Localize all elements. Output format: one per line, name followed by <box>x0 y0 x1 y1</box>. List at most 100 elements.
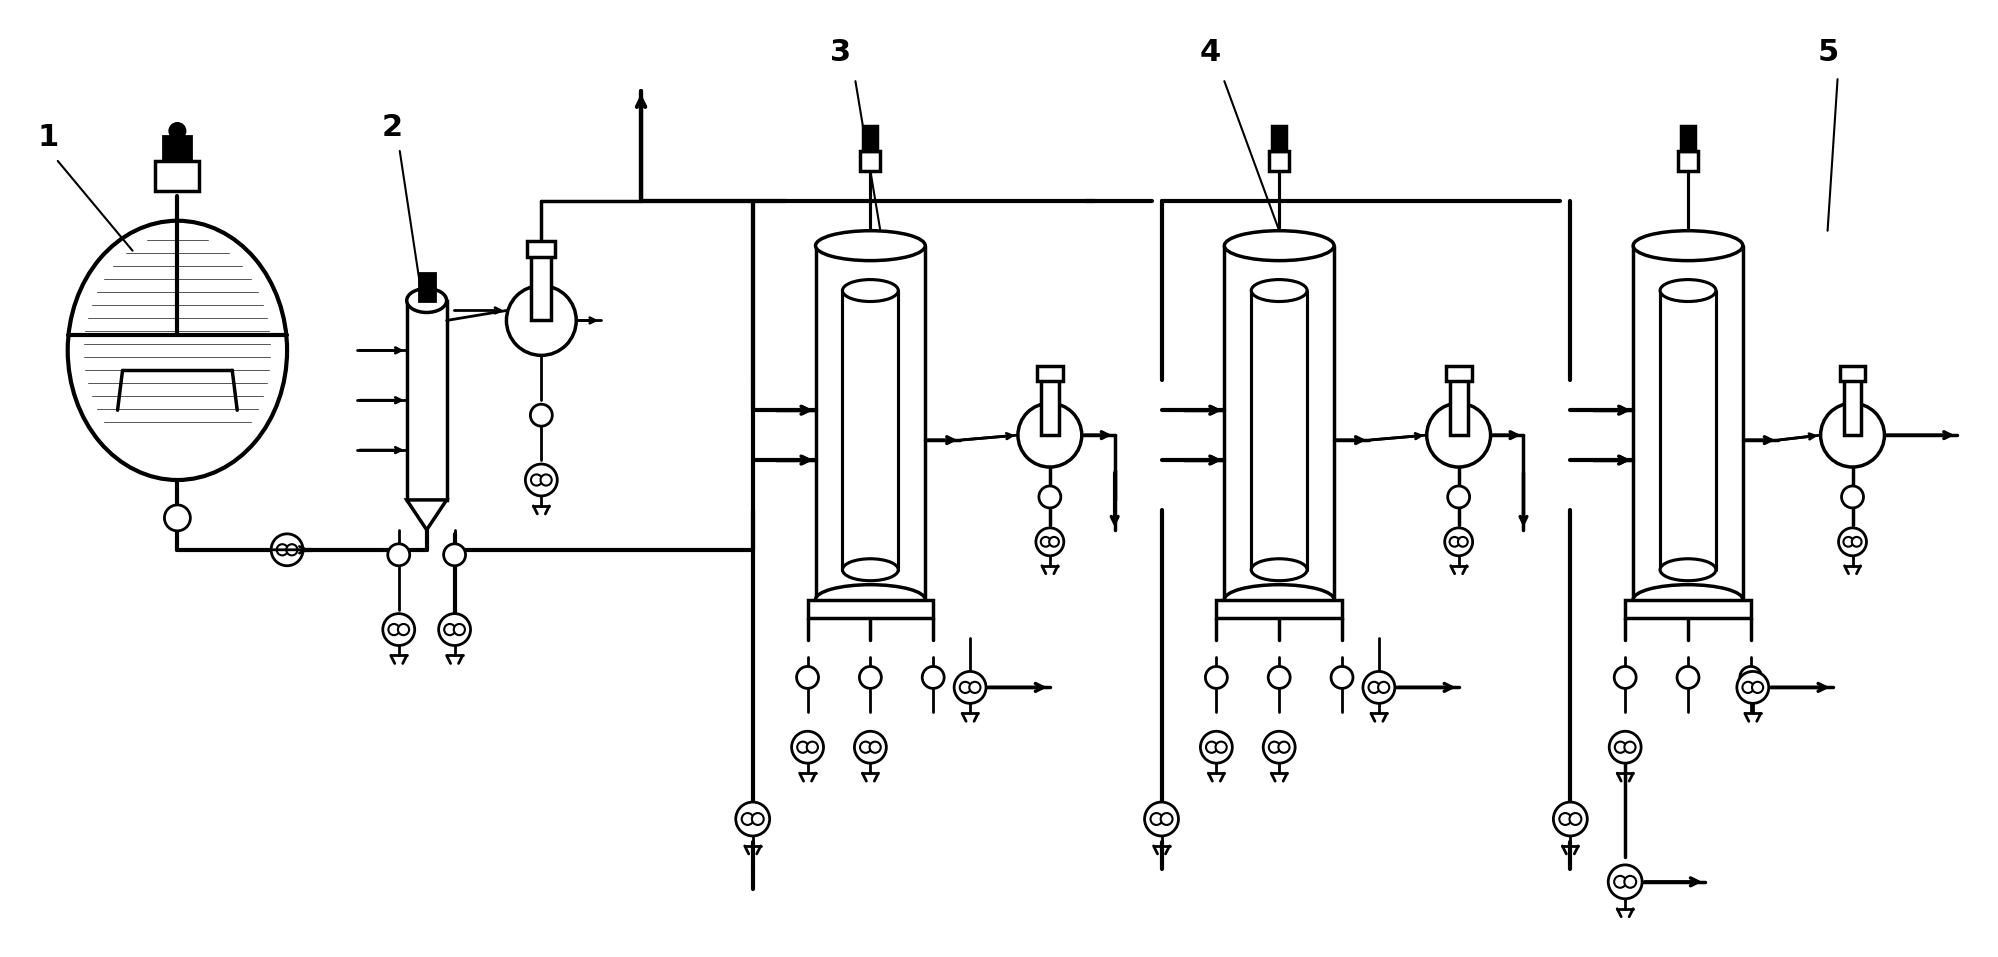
Circle shape <box>791 731 823 763</box>
Circle shape <box>959 681 971 693</box>
Circle shape <box>1614 876 1626 888</box>
Circle shape <box>859 666 881 688</box>
Circle shape <box>797 742 809 753</box>
Circle shape <box>751 813 763 825</box>
Circle shape <box>525 464 557 496</box>
Circle shape <box>276 545 288 555</box>
Bar <box>420 273 436 300</box>
Bar <box>408 300 448 500</box>
Circle shape <box>1379 681 1389 693</box>
Circle shape <box>531 475 541 485</box>
Circle shape <box>384 613 416 646</box>
Circle shape <box>1838 528 1866 556</box>
Circle shape <box>807 742 817 753</box>
Circle shape <box>529 404 551 426</box>
Circle shape <box>923 666 945 688</box>
Circle shape <box>855 731 887 763</box>
Circle shape <box>1449 486 1471 508</box>
Ellipse shape <box>815 585 925 614</box>
Circle shape <box>1207 742 1217 753</box>
Bar <box>861 151 881 171</box>
Ellipse shape <box>68 221 288 480</box>
Ellipse shape <box>1251 279 1307 301</box>
Text: 3: 3 <box>831 38 851 67</box>
Circle shape <box>1215 742 1227 753</box>
Circle shape <box>388 544 410 566</box>
Ellipse shape <box>815 231 925 260</box>
Bar <box>1451 380 1469 435</box>
Circle shape <box>1017 403 1081 467</box>
Circle shape <box>1608 731 1640 763</box>
Circle shape <box>735 802 769 836</box>
Circle shape <box>1363 672 1395 703</box>
Circle shape <box>444 544 466 566</box>
Circle shape <box>454 624 466 635</box>
Circle shape <box>1614 742 1626 753</box>
Circle shape <box>1049 537 1059 546</box>
Circle shape <box>388 624 400 635</box>
Ellipse shape <box>1632 231 1742 260</box>
Bar <box>1269 151 1289 171</box>
Circle shape <box>859 742 871 753</box>
Bar <box>1447 367 1473 381</box>
Circle shape <box>170 123 186 139</box>
Circle shape <box>1558 813 1570 825</box>
Circle shape <box>440 613 472 646</box>
Circle shape <box>164 505 190 531</box>
Circle shape <box>1614 666 1636 688</box>
Circle shape <box>541 475 551 485</box>
Ellipse shape <box>843 559 899 581</box>
Circle shape <box>1740 666 1762 688</box>
Circle shape <box>272 534 304 566</box>
Circle shape <box>1752 681 1762 693</box>
Bar <box>164 136 192 161</box>
Bar <box>1678 151 1698 171</box>
Ellipse shape <box>1225 585 1335 614</box>
Circle shape <box>1279 742 1289 753</box>
Circle shape <box>955 672 987 703</box>
Bar <box>1680 126 1694 151</box>
Circle shape <box>1331 666 1353 688</box>
Circle shape <box>1269 666 1291 688</box>
Ellipse shape <box>1225 231 1335 260</box>
Circle shape <box>741 813 753 825</box>
Bar <box>1273 126 1287 151</box>
Circle shape <box>1445 528 1473 556</box>
Circle shape <box>505 285 575 355</box>
Circle shape <box>1844 537 1854 546</box>
Circle shape <box>1451 537 1459 546</box>
Bar <box>527 241 555 256</box>
Circle shape <box>1736 672 1768 703</box>
Bar <box>1624 600 1750 617</box>
Circle shape <box>444 624 456 635</box>
Circle shape <box>286 545 298 555</box>
Ellipse shape <box>408 289 448 313</box>
Bar <box>1840 367 1866 381</box>
Circle shape <box>797 666 819 688</box>
Circle shape <box>1624 876 1636 888</box>
Bar <box>1844 380 1862 435</box>
Polygon shape <box>408 500 448 530</box>
Circle shape <box>1263 731 1295 763</box>
Circle shape <box>1459 537 1469 546</box>
Text: 4: 4 <box>1199 38 1221 67</box>
Circle shape <box>1742 681 1754 693</box>
Ellipse shape <box>843 279 899 301</box>
Circle shape <box>1608 865 1642 899</box>
Circle shape <box>1035 528 1063 556</box>
Circle shape <box>869 742 881 753</box>
Ellipse shape <box>1632 585 1742 614</box>
Circle shape <box>1842 486 1864 508</box>
Text: 2: 2 <box>382 113 404 142</box>
Circle shape <box>1852 537 1862 546</box>
Bar <box>1217 600 1343 617</box>
Text: 1: 1 <box>38 122 60 152</box>
Circle shape <box>1427 403 1491 467</box>
Bar <box>531 256 551 321</box>
Ellipse shape <box>1660 559 1716 581</box>
Bar <box>807 600 933 617</box>
Circle shape <box>1151 813 1163 825</box>
Circle shape <box>1205 666 1227 688</box>
Bar <box>863 126 877 151</box>
Circle shape <box>1624 742 1636 753</box>
